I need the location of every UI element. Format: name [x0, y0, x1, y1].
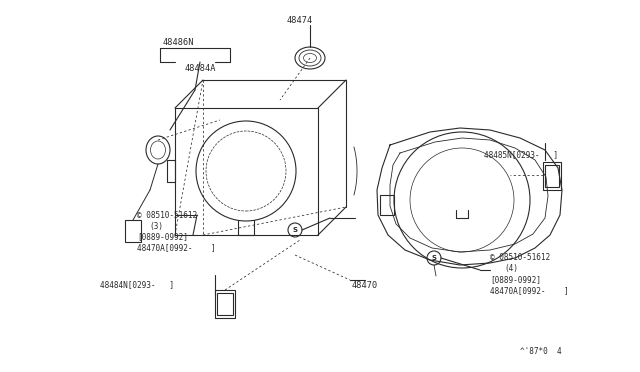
Text: © 08510-51612: © 08510-51612: [490, 253, 550, 263]
Bar: [543, 162, 561, 190]
Text: S: S: [292, 227, 298, 233]
Bar: [217, 293, 233, 315]
Bar: [125, 220, 141, 242]
Bar: [167, 160, 175, 182]
Text: [0889-0992]: [0889-0992]: [137, 232, 188, 241]
Text: ^'87*0  4: ^'87*0 4: [520, 347, 562, 356]
Text: 48486N: 48486N: [163, 38, 195, 46]
Text: (3): (3): [149, 221, 163, 231]
Text: 48485N[0293-   ]: 48485N[0293- ]: [484, 151, 558, 160]
Text: 48470A[0992-    ]: 48470A[0992- ]: [137, 244, 216, 253]
Bar: [215, 290, 235, 318]
Text: 48484N[0293-   ]: 48484N[0293- ]: [100, 280, 174, 289]
Text: 48470: 48470: [352, 280, 378, 289]
Bar: [380, 195, 394, 215]
Text: 48470A[0992-    ]: 48470A[0992- ]: [490, 286, 568, 295]
Text: © 08510-51612: © 08510-51612: [137, 211, 197, 219]
Text: 48484A: 48484A: [185, 64, 216, 73]
Text: 48474: 48474: [287, 16, 313, 25]
Text: (4): (4): [504, 264, 518, 273]
Text: [0889-0992]: [0889-0992]: [490, 276, 541, 285]
Bar: [545, 165, 559, 187]
Text: S: S: [431, 255, 436, 261]
